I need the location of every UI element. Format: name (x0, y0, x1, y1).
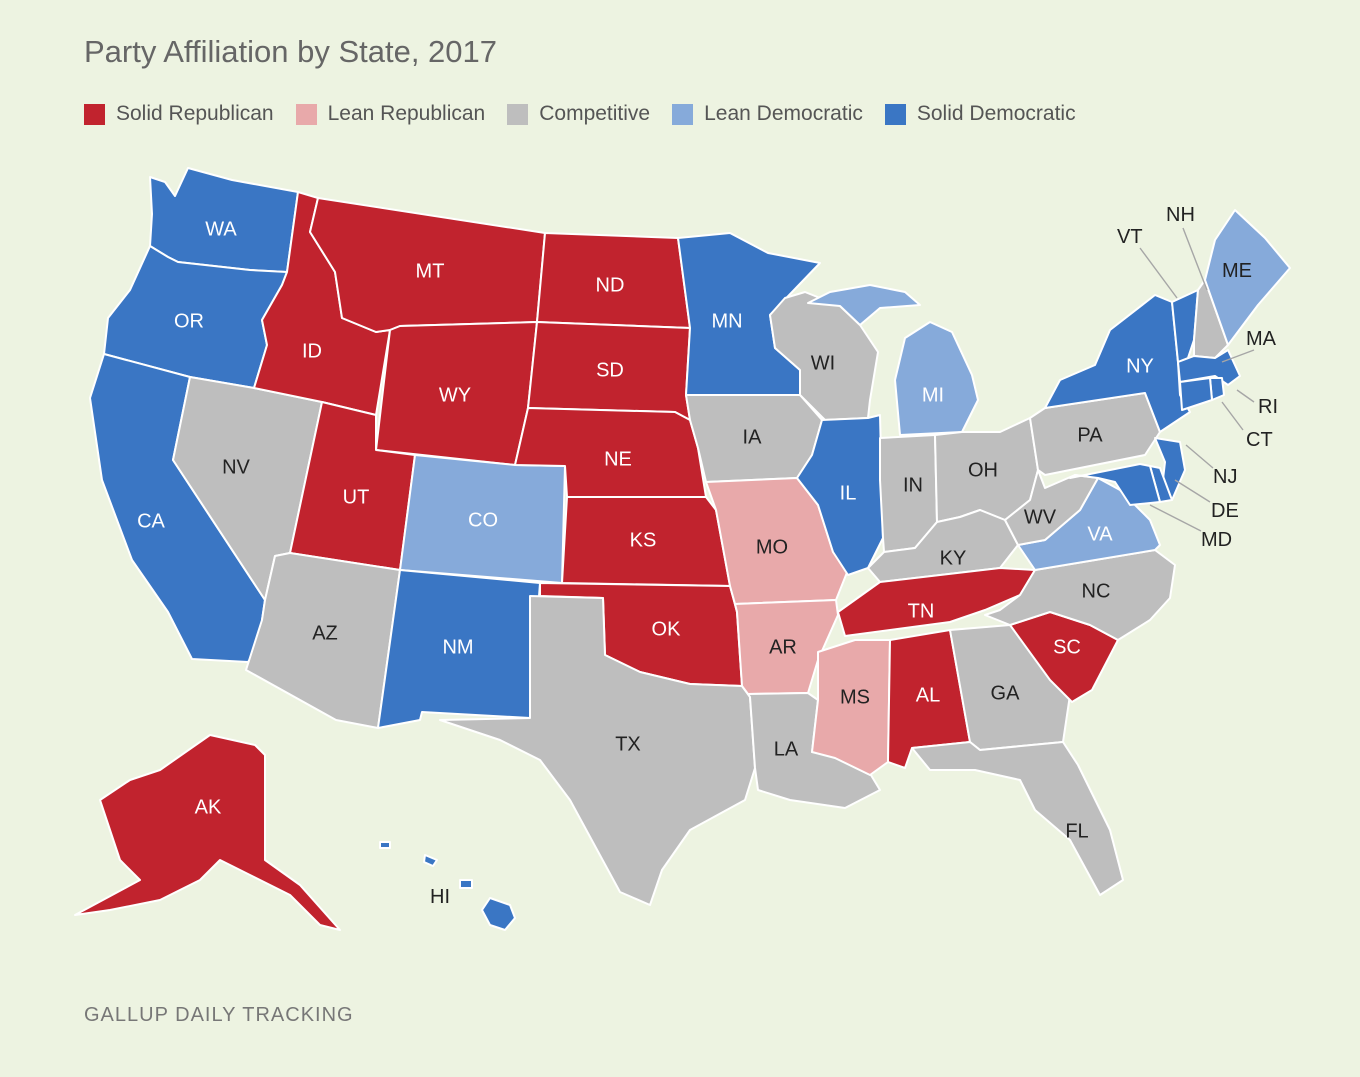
state-label-ct: CT (1246, 429, 1273, 451)
state-label-nh: NH (1166, 204, 1195, 226)
state-label-hi: HI (430, 886, 450, 908)
state-label-nd: ND (596, 274, 625, 296)
state-il (796, 414, 884, 576)
state-label-wv: WV (1024, 506, 1057, 528)
state-fl (911, 741, 1124, 896)
state-label-va: VA (1087, 523, 1113, 545)
legend-label-solid-republican: Solid Republican (116, 102, 274, 125)
legend-item-solid-democratic: Solid Democratic (884, 102, 1076, 126)
state-ms (811, 639, 891, 776)
state-label-sd: SD (596, 359, 624, 381)
legend-swatch-lean-republican (295, 103, 317, 125)
state-label-nm: NM (442, 636, 473, 658)
legend-swatch-lean-democratic (672, 103, 694, 125)
state-label-wi: WI (811, 352, 835, 374)
state-label-ga: GA (991, 682, 1021, 704)
state-label-mt: MT (416, 260, 445, 282)
state-label-ma: MA (1246, 328, 1277, 350)
state-tx (439, 595, 756, 906)
state-label-pa: PA (1077, 424, 1103, 446)
legend-label-lean-republican: Lean Republican (327, 102, 486, 125)
state-label-vt: VT (1117, 226, 1143, 248)
legend-item-competitive: Competitive (507, 102, 650, 126)
state-label-sc: SC (1053, 636, 1081, 658)
state-label-md: MD (1201, 529, 1232, 551)
legend: Solid Republican Lean Republican Competi… (84, 102, 1098, 126)
legend-label-competitive: Competitive (539, 102, 651, 125)
legend-item-lean-republican: Lean Republican (295, 102, 486, 126)
state-label-de: DE (1211, 500, 1239, 522)
state-label-ut: UT (343, 486, 370, 508)
state-label-az: AZ (312, 622, 338, 644)
legend-item-solid-republican: Solid Republican (84, 102, 274, 126)
state-label-wa: WA (205, 218, 237, 240)
state-label-il: IL (840, 482, 857, 504)
state-label-ok: OK (652, 618, 682, 640)
state-label-ca: CA (137, 510, 165, 532)
source-note: GALLUP DAILY TRACKING (84, 1004, 354, 1026)
state-label-ne: NE (604, 448, 632, 470)
state-label-or: OR (174, 310, 204, 332)
state-label-oh: OH (968, 459, 998, 481)
state-label-ar: AR (769, 636, 797, 658)
legend-label-solid-democratic: Solid Democratic (916, 102, 1076, 125)
state-label-tx: TX (615, 733, 641, 755)
state-label-mi: MI (922, 384, 944, 406)
state-mi (807, 284, 979, 436)
state-label-tn: TN (908, 600, 935, 622)
state-label-nj: NJ (1213, 466, 1237, 488)
state-md (1069, 463, 1161, 506)
state-co (399, 454, 566, 584)
state-label-mo: MO (756, 536, 788, 558)
legend-swatch-solid-republican (84, 103, 105, 125)
state-label-co: CO (468, 509, 498, 531)
state-label-ks: KS (630, 529, 657, 551)
state-label-nc: NC (1082, 580, 1111, 602)
state-label-la: LA (774, 738, 799, 760)
legend-swatch-competitive (507, 103, 529, 125)
map-title: Party Affiliation by State, 2017 (84, 34, 498, 69)
state-ak (74, 734, 341, 931)
state-vt (1171, 289, 1199, 363)
legend-item-lean-democratic: Lean Democratic (672, 102, 863, 126)
state-label-wy: WY (439, 384, 471, 406)
state-label-mn: MN (711, 310, 742, 332)
state-label-me: ME (1222, 260, 1252, 282)
state-hi (379, 841, 516, 931)
state-label-ri: RI (1258, 396, 1278, 418)
state-label-ky: KY (940, 547, 967, 569)
state-me (1204, 209, 1291, 346)
state-ct (1179, 377, 1213, 411)
state-label-ak: AK (195, 796, 222, 818)
state-label-id: ID (302, 340, 322, 362)
legend-label-lean-democratic: Lean Democratic (704, 102, 863, 125)
state-label-ms: MS (840, 686, 870, 708)
state-la (747, 692, 881, 809)
state-label-nv: NV (222, 456, 250, 478)
state-label-ia: IA (743, 426, 763, 448)
state-label-ny: NY (1126, 355, 1154, 377)
legend-swatch-solid-democratic (884, 103, 906, 125)
state-label-fl: FL (1065, 820, 1088, 842)
state-label-al: AL (916, 684, 940, 706)
state-label-in: IN (903, 474, 923, 496)
